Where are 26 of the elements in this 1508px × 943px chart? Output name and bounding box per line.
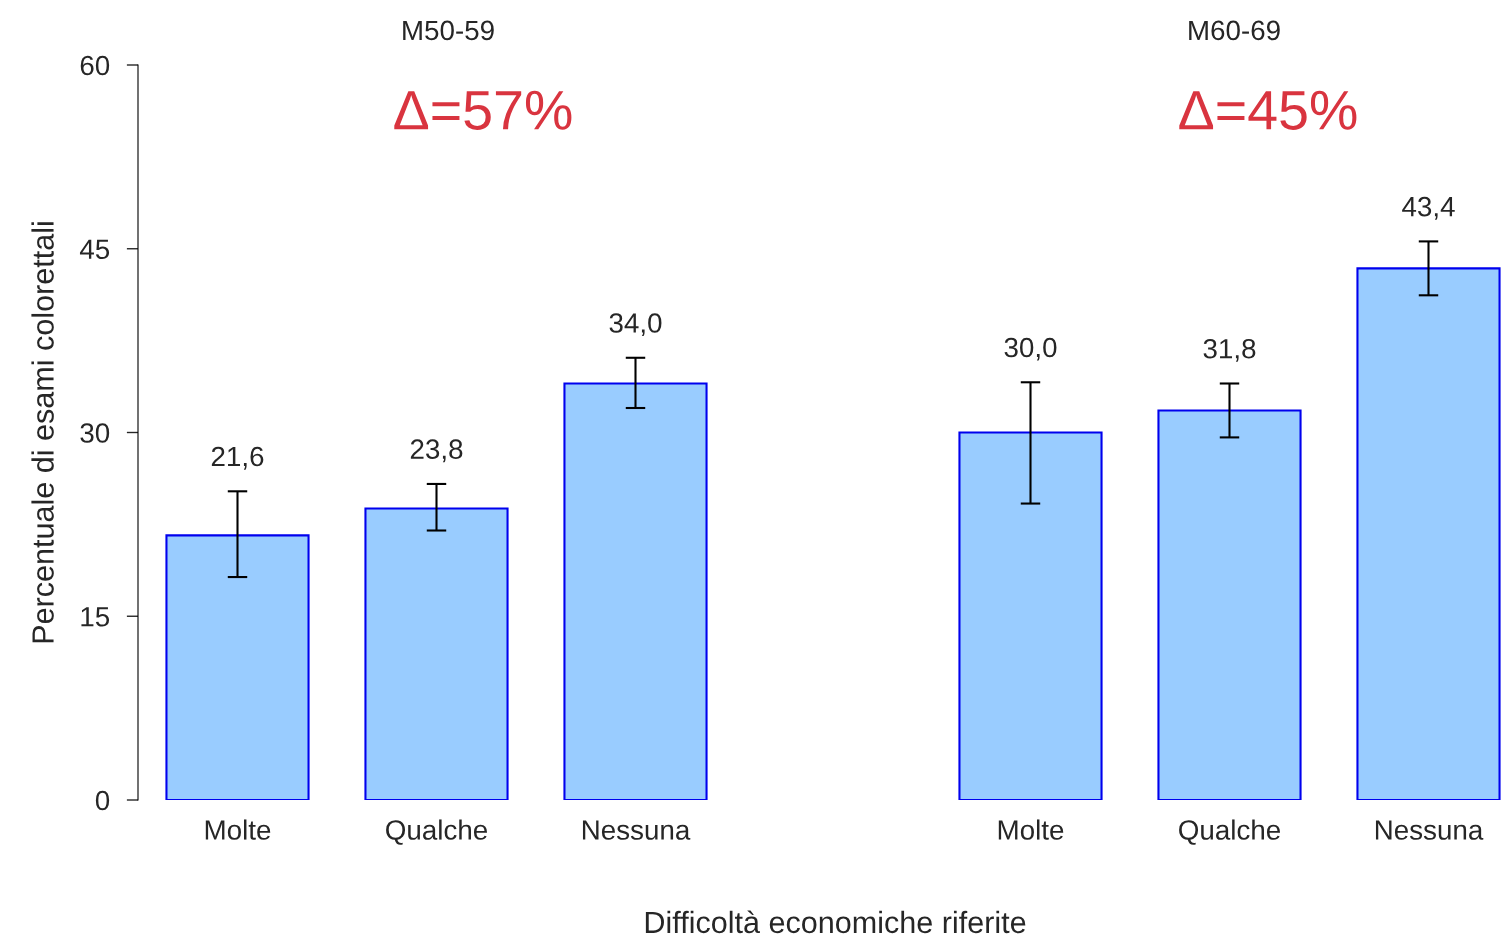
- data-label: 23,8: [410, 439, 463, 463]
- x-tick-label: Nessuna: [582, 820, 691, 840]
- y-tick-label: 45: [79, 239, 110, 260]
- data-label: 43,4: [1402, 196, 1455, 220]
- chart-title: M50-59: [403, 20, 494, 41]
- annotation: Δ=57%: [394, 90, 572, 130]
- annotation: Δ=45%: [1179, 90, 1357, 130]
- x-tick-label: Qualche: [386, 819, 487, 845]
- y-tick-label: 30: [80, 423, 110, 443]
- y-tick-label: 15: [81, 607, 110, 627]
- x-tick-label: Qualche: [1179, 819, 1280, 845]
- data-label: 34,0: [609, 313, 662, 337]
- y-axis-title: Percentuale di esami colorettali: [31, 222, 54, 643]
- x-axis-title: Difficoltà economiche riferite: [645, 910, 1026, 934]
- bar: [364, 507, 509, 800]
- data-label: 21,6: [211, 446, 264, 470]
- x-tick-label: Molte: [205, 819, 271, 840]
- y-tick-label: 0: [95, 790, 110, 811]
- bar: [563, 382, 708, 800]
- x-tick-label: Molte: [998, 819, 1064, 840]
- chart-title: M60-69: [1189, 20, 1280, 41]
- data-label: 31,8: [1203, 338, 1256, 362]
- data-label: 30,0: [1004, 337, 1057, 361]
- y-tick-label: 60: [80, 55, 110, 76]
- x-tick-label: Nessuna: [1375, 820, 1484, 840]
- bar: [165, 534, 310, 800]
